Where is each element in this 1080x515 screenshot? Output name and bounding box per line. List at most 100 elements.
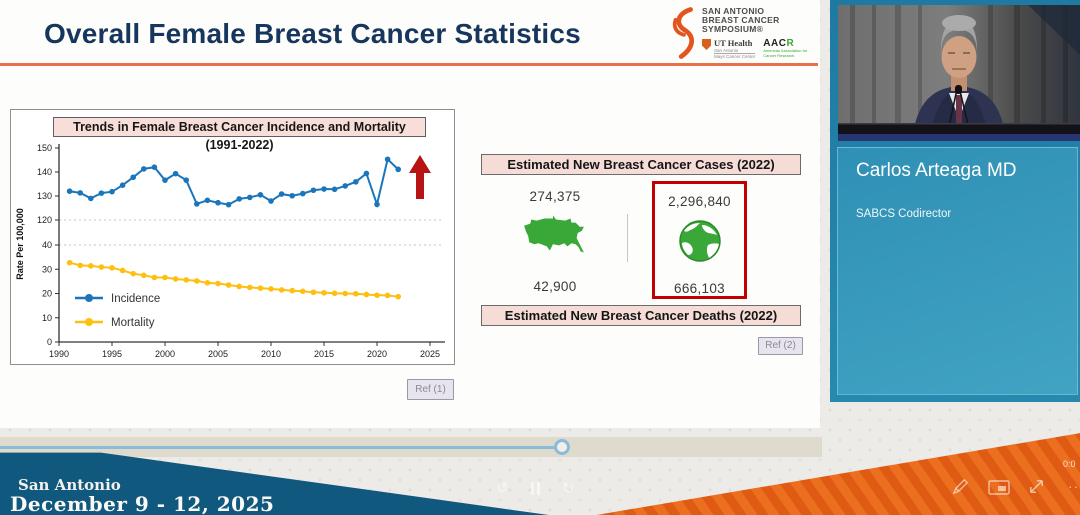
more-options-icon[interactable]: ·· — [1068, 478, 1080, 494]
data-point — [88, 263, 94, 269]
speaker-card: Carlos Arteaga MD SABCS Codirector — [837, 147, 1078, 395]
data-point — [289, 192, 296, 199]
data-point — [278, 191, 285, 197]
world-deaths-value: 666,103 — [674, 281, 725, 296]
data-point — [310, 187, 317, 194]
data-point — [183, 177, 189, 183]
data-point — [321, 186, 327, 192]
data-point — [257, 192, 264, 198]
data-point — [321, 289, 327, 296]
data-point — [225, 201, 232, 208]
chart-title: Trends in Female Breast Cancer Incidence… — [53, 117, 426, 152]
cases-header: Estimated New Breast Cancer Cases (2022) — [481, 154, 801, 175]
ribbon-icon — [672, 7, 694, 59]
us-map-icon — [524, 215, 584, 253]
data-point — [162, 274, 168, 281]
picture-in-picture-icon[interactable] — [988, 480, 1010, 495]
data-point — [363, 170, 370, 177]
pause-icon[interactable] — [530, 481, 540, 495]
x-tick-label: 2010 — [261, 349, 281, 359]
sabcs-logo: SAN ANTONIO BREAST CANCER SYMPOSIUM® UT … — [668, 2, 818, 64]
x-tick-label: 2000 — [155, 349, 175, 359]
ref2-button[interactable]: Ref (2) — [758, 337, 803, 355]
speaker-video-scene — [838, 5, 1080, 141]
rewind-icon[interactable]: ↺ — [496, 479, 509, 497]
event-location: San Antonio — [18, 476, 121, 494]
data-point — [300, 190, 306, 197]
data-point — [66, 259, 73, 266]
aacr-logo: AACR American Association for Cancer Res… — [763, 38, 808, 58]
pencil-icon[interactable] — [951, 477, 970, 496]
data-point — [289, 287, 296, 294]
trend-chart-panel: 120 130 140 150 0 10 20 30 40 1990 1995 2000 2005 201… — [10, 109, 455, 365]
data-point — [342, 290, 349, 297]
data-point — [384, 292, 391, 299]
expand-icon[interactable] — [1027, 477, 1046, 496]
data-point — [130, 270, 136, 277]
globe-icon — [679, 220, 721, 262]
data-point — [88, 195, 94, 202]
data-point — [268, 286, 274, 292]
data-point — [395, 293, 402, 300]
slide-area: Overall Female Breast Cancer Statistics … — [0, 0, 820, 428]
world-cases-value: 2,296,840 — [668, 194, 731, 209]
forward-icon[interactable]: ↻ — [561, 479, 575, 497]
data-point — [331, 186, 338, 193]
data-point — [278, 287, 285, 293]
series-line-mortality — [69, 261, 399, 298]
data-point — [194, 201, 200, 207]
data-point — [77, 190, 83, 196]
legend-label: Mortality — [111, 317, 155, 329]
data-point — [395, 166, 402, 173]
data-point — [342, 183, 349, 189]
data-point — [119, 182, 126, 188]
data-point — [363, 291, 370, 298]
y-axis-label: Rate Per 100,000 — [15, 208, 25, 280]
data-point — [268, 198, 274, 204]
data-point — [172, 276, 179, 282]
data-point — [374, 201, 380, 208]
y-tick-label: 140 — [37, 167, 52, 177]
world-highlight-box: 2,296,840 666,103 — [652, 181, 747, 299]
data-point — [225, 282, 232, 288]
data-point — [215, 280, 221, 287]
data-point — [98, 190, 105, 196]
x-tick-label: 2020 — [367, 349, 387, 359]
data-point — [77, 262, 83, 269]
data-point — [310, 289, 317, 296]
data-point — [353, 290, 359, 297]
y-tick-label: 10 — [42, 313, 52, 323]
data-point — [300, 288, 306, 295]
timeline-handle[interactable] — [554, 439, 570, 455]
data-point — [151, 274, 158, 281]
x-tick-label: 2015 — [314, 349, 334, 359]
up-arrow-icon — [409, 155, 431, 199]
speaker-video[interactable] — [838, 5, 1080, 141]
data-point — [109, 188, 115, 195]
ref1-button[interactable]: Ref (1) — [407, 379, 454, 400]
us-deaths-value: 42,900 — [533, 279, 577, 294]
x-tick-label: 2005 — [208, 349, 228, 359]
x-tick-label: 1995 — [102, 349, 122, 359]
title-divider — [0, 63, 818, 66]
page-title: Overall Female Breast Cancer Statistics — [44, 18, 581, 49]
data-point — [204, 280, 211, 286]
speaker-name: Carlos Arteaga MD — [856, 160, 1017, 181]
event-dates: December 9 - 12, 2025 — [10, 492, 275, 515]
data-point — [130, 174, 136, 181]
us-cases-value: 274,375 — [529, 189, 581, 204]
y-tick-label: 30 — [42, 264, 52, 274]
deaths-header: Estimated New Breast Cancer Deaths (2022… — [481, 305, 801, 326]
data-point — [204, 197, 211, 204]
data-point — [162, 177, 168, 183]
y-tick-label: 20 — [42, 289, 52, 299]
data-point — [109, 264, 115, 271]
legend-label: Incidence — [111, 293, 160, 305]
sabcs-logo-text: SAN ANTONIO BREAST CANCER SYMPOSIUM® — [702, 6, 780, 34]
data-point — [247, 284, 253, 291]
data-point — [119, 267, 126, 274]
ut-health-logo: UT Health San Antonio Mays Cancer Center — [702, 38, 756, 59]
data-point — [215, 199, 221, 206]
data-point — [66, 188, 73, 194]
